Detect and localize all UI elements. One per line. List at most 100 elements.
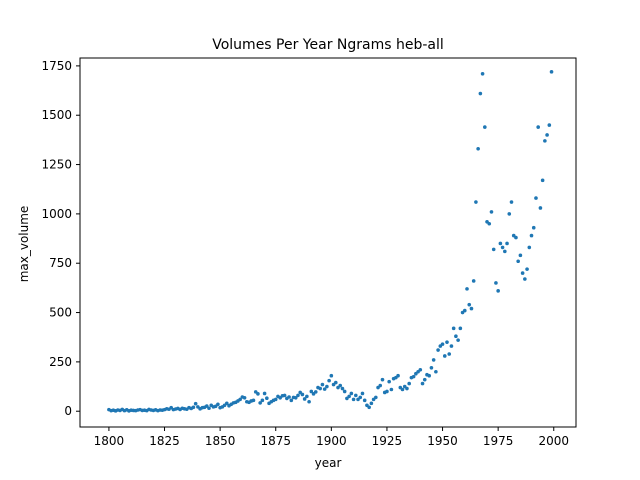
data-point <box>329 373 334 378</box>
data-point <box>400 387 405 392</box>
data-point <box>429 366 434 370</box>
x-tick-label: 1800 <box>94 434 125 448</box>
data-point <box>462 308 467 313</box>
data-point <box>447 352 452 356</box>
data-point <box>265 396 269 400</box>
y-tick-label: 500 <box>49 306 72 320</box>
data-point <box>305 394 309 399</box>
data-point <box>476 146 480 151</box>
data-point <box>434 369 438 374</box>
data-point <box>527 245 532 250</box>
data-point <box>378 383 383 388</box>
data-point <box>445 340 449 344</box>
data-point <box>385 389 389 394</box>
data-point <box>282 393 287 398</box>
data-point <box>405 386 409 391</box>
data-point <box>436 348 440 352</box>
data-point <box>387 379 391 384</box>
data-point <box>449 344 454 348</box>
data-point <box>300 392 305 397</box>
data-point <box>302 397 307 401</box>
data-point <box>465 287 469 291</box>
data-points <box>107 70 554 413</box>
data-point <box>333 380 338 385</box>
x-tick-label: 1950 <box>427 434 458 448</box>
data-point <box>260 398 265 403</box>
chart-title: Volumes Per Year Ngrams heb-all <box>212 37 444 53</box>
data-point <box>224 401 229 406</box>
data-point <box>500 245 505 250</box>
data-point <box>543 139 547 143</box>
data-point <box>207 406 211 411</box>
data-point <box>313 390 318 394</box>
data-point <box>411 374 416 379</box>
data-point <box>289 398 294 403</box>
data-point <box>494 281 498 285</box>
data-point <box>483 125 487 129</box>
data-point <box>360 391 365 396</box>
data-point <box>273 397 278 402</box>
data-point <box>549 70 554 74</box>
data-point <box>325 384 329 389</box>
data-point <box>296 393 300 398</box>
x-tick-label: 1875 <box>260 434 291 448</box>
data-point <box>242 395 247 400</box>
data-point <box>540 178 545 183</box>
data-point <box>478 91 483 96</box>
data-point <box>538 206 543 210</box>
data-point <box>469 306 474 311</box>
y-tick-label: 1500 <box>41 108 72 122</box>
data-point <box>238 397 242 402</box>
y-tick-label: 1750 <box>41 59 72 73</box>
plot-frame <box>79 57 577 428</box>
x-tick-label: 1850 <box>205 434 236 448</box>
data-point <box>407 381 411 386</box>
data-point <box>516 259 520 264</box>
data-point <box>354 393 358 398</box>
data-point <box>427 373 432 378</box>
data-point <box>258 401 262 405</box>
data-point <box>358 395 363 400</box>
data-point <box>431 358 436 362</box>
data-point <box>338 383 343 388</box>
y-tick-label: 250 <box>49 355 72 369</box>
data-point <box>454 334 458 339</box>
data-point <box>545 133 549 137</box>
data-point <box>307 399 311 404</box>
data-point <box>529 233 534 238</box>
data-point <box>487 221 492 226</box>
data-point <box>523 277 527 281</box>
x-tick-label: 1975 <box>483 434 514 448</box>
data-point <box>251 398 256 403</box>
x-tick-label: 1825 <box>149 434 180 448</box>
data-point <box>256 392 260 396</box>
data-point <box>349 391 354 396</box>
data-point <box>496 289 500 293</box>
data-point <box>474 200 478 204</box>
data-point <box>547 123 552 127</box>
data-point <box>505 241 509 246</box>
data-point <box>418 367 423 372</box>
data-point <box>347 394 351 399</box>
data-point <box>491 247 496 252</box>
data-point <box>498 241 503 246</box>
data-point <box>216 402 220 407</box>
data-point <box>536 125 540 129</box>
data-point <box>380 377 385 382</box>
data-point <box>471 279 476 283</box>
data-point <box>440 342 445 346</box>
data-point <box>442 354 447 358</box>
data-point <box>293 395 298 400</box>
data-point <box>509 200 514 204</box>
x-tick-label: 1925 <box>372 434 403 448</box>
data-point <box>422 377 427 382</box>
data-point <box>204 404 209 408</box>
y-tick-label: 750 <box>49 256 72 270</box>
data-point <box>534 196 538 200</box>
data-point <box>287 395 291 399</box>
data-point <box>322 387 327 391</box>
data-point <box>507 212 512 216</box>
axes: 1800 1825 1850 1875 1900 1925 1950 1975 2000 0 250… <box>41 57 577 448</box>
data-point <box>458 326 463 331</box>
data-point <box>518 253 523 258</box>
